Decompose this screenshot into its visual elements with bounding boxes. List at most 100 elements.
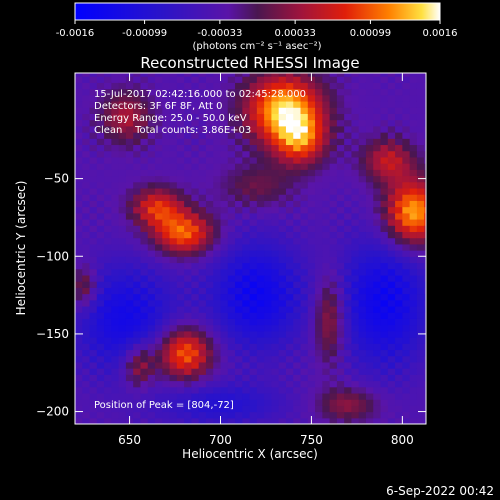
heatmap-cell bbox=[264, 125, 273, 133]
heatmap-cell bbox=[395, 212, 403, 220]
heatmap-cell bbox=[344, 194, 353, 201]
heatmap-cell bbox=[358, 250, 367, 257]
heatmap-cell bbox=[118, 392, 127, 400]
heatmap-cell bbox=[365, 274, 374, 282]
heatmap-cell bbox=[271, 262, 280, 270]
heatmap-cell bbox=[278, 144, 287, 152]
heatmap-cell bbox=[256, 386, 265, 394]
heatmap-cell bbox=[402, 107, 411, 114]
heatmap-cell bbox=[96, 94, 105, 102]
heatmap-cell bbox=[89, 231, 98, 239]
heatmap-cell bbox=[118, 293, 127, 301]
heatmap-cell bbox=[111, 355, 120, 363]
heatmap-cell bbox=[147, 206, 156, 214]
heatmap-cell bbox=[111, 250, 120, 257]
heatmap-cell bbox=[176, 150, 185, 158]
heatmap-cell bbox=[380, 113, 389, 121]
heatmap-cell bbox=[205, 82, 214, 90]
heatmap-cell bbox=[133, 361, 142, 369]
heatmap-cell bbox=[133, 156, 142, 164]
heatmap-cell bbox=[191, 268, 200, 276]
heatmap-cell bbox=[380, 343, 389, 351]
heatmap-cell bbox=[365, 355, 374, 363]
heatmap-cell bbox=[111, 73, 120, 77]
heatmap-cell bbox=[75, 256, 83, 264]
heatmap-cell bbox=[104, 349, 112, 357]
heatmap-cell bbox=[271, 194, 280, 201]
heatmap-cell bbox=[329, 76, 338, 83]
heatmap-cell bbox=[395, 337, 403, 344]
heatmap-cell bbox=[409, 411, 418, 419]
heatmap-cell bbox=[155, 82, 163, 90]
heatmap-cell bbox=[395, 138, 403, 146]
heatmap-cell bbox=[155, 343, 163, 351]
heatmap-cell bbox=[249, 113, 258, 121]
heatmap-cell bbox=[315, 150, 323, 158]
heatmap-cell bbox=[111, 163, 120, 170]
heatmap-cell bbox=[336, 94, 345, 102]
heatmap-cell bbox=[293, 73, 302, 77]
heatmap-cell bbox=[169, 125, 178, 133]
heatmap-cell bbox=[380, 73, 389, 77]
y-tick-label: −150 bbox=[36, 327, 69, 341]
heatmap-cell bbox=[169, 132, 178, 139]
heatmap-cell bbox=[155, 318, 163, 326]
heatmap-cell bbox=[380, 181, 389, 189]
heatmap-cell bbox=[227, 287, 236, 295]
heatmap-cell bbox=[169, 243, 178, 251]
heatmap-cell bbox=[118, 156, 127, 164]
plot-area: 650 700 750 800 −50−100−150−200 bbox=[36, 72, 427, 447]
heatmap-cell bbox=[82, 256, 91, 264]
heatmap-cell bbox=[373, 274, 382, 282]
heatmap-cell bbox=[191, 386, 200, 394]
heatmap-cell bbox=[249, 349, 258, 357]
heatmap-cell bbox=[351, 417, 360, 424]
heatmap-cell bbox=[205, 324, 214, 332]
heatmap-cell bbox=[147, 299, 156, 307]
heatmap-cell bbox=[387, 113, 396, 121]
heatmap-cell bbox=[140, 132, 149, 139]
heatmap-cell bbox=[315, 100, 323, 108]
heatmap-cell bbox=[373, 380, 382, 388]
heatmap-cell bbox=[329, 293, 338, 301]
heatmap-cell bbox=[220, 73, 229, 77]
heatmap-cell bbox=[205, 150, 214, 158]
heatmap-cell bbox=[278, 194, 287, 201]
heatmap-cell bbox=[82, 73, 91, 77]
heatmap-cell bbox=[416, 200, 425, 208]
heatmap-cell bbox=[271, 94, 280, 102]
heatmap-cell bbox=[416, 88, 425, 96]
heatmap-cell bbox=[278, 138, 287, 146]
heatmap-cell bbox=[409, 392, 418, 400]
heatmap-cell bbox=[213, 132, 222, 139]
heatmap-cell bbox=[285, 144, 294, 152]
heatmap-cell bbox=[344, 218, 353, 226]
heatmap-cell bbox=[271, 324, 280, 332]
heatmap-cell bbox=[198, 374, 207, 382]
heatmap-cells bbox=[75, 73, 426, 424]
heatmap-cell bbox=[220, 355, 229, 363]
heatmap-cell bbox=[387, 231, 396, 239]
heatmap-cell bbox=[96, 268, 105, 276]
heatmap-cell bbox=[344, 274, 353, 282]
heatmap-cell bbox=[322, 150, 331, 158]
heatmap-cell bbox=[395, 349, 403, 357]
heatmap-cell bbox=[278, 125, 287, 133]
heatmap-cell bbox=[169, 274, 178, 282]
heatmap-cell bbox=[387, 411, 396, 419]
heatmap-cell bbox=[118, 361, 127, 369]
heatmap-cell bbox=[227, 274, 236, 282]
heatmap-cell bbox=[155, 125, 163, 133]
heatmap-cell bbox=[424, 206, 426, 214]
heatmap-cell bbox=[235, 169, 243, 177]
heatmap-cell bbox=[118, 200, 127, 208]
heatmap-cell bbox=[191, 125, 200, 133]
heatmap-cell bbox=[307, 231, 316, 239]
heatmap-cell bbox=[249, 225, 258, 233]
heatmap-cell bbox=[140, 343, 149, 351]
heatmap-cell bbox=[278, 113, 287, 121]
heatmap-cell bbox=[140, 392, 149, 400]
heatmap-cell bbox=[395, 144, 403, 152]
heatmap-cell bbox=[249, 386, 258, 394]
heatmap-cell bbox=[235, 237, 243, 245]
